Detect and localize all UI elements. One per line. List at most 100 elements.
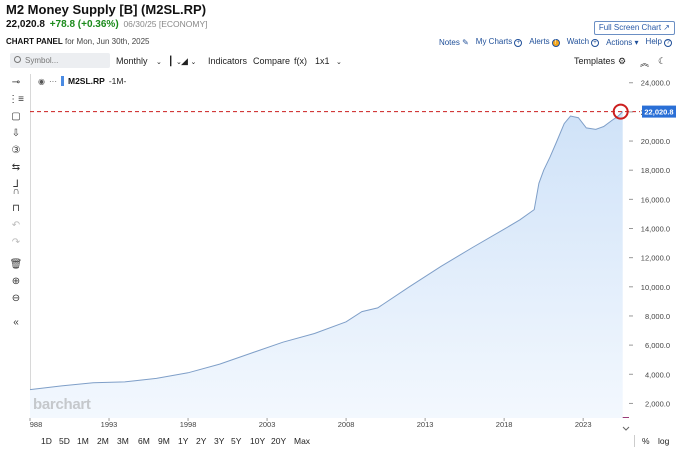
period-button-10y[interactable]: 10Y bbox=[250, 436, 266, 446]
x-tick-label: 988 bbox=[30, 420, 43, 429]
more-icon[interactable]: ··· bbox=[48, 76, 57, 86]
notes-link[interactable]: Notes ✎ bbox=[439, 38, 469, 47]
series-interval: -1M- bbox=[108, 76, 127, 86]
current-value-tag bbox=[642, 105, 676, 118]
collapse-icon[interactable]: ︽ bbox=[640, 58, 650, 68]
wave-tool-icon[interactable]: ③ bbox=[11, 145, 21, 156]
actions-label: Actions bbox=[606, 37, 633, 47]
zoom-in-icon[interactable]: ⊕ bbox=[11, 276, 21, 287]
period-button-2y[interactable]: 2Y bbox=[196, 436, 207, 446]
expand-icon: ↗ bbox=[663, 23, 670, 32]
magnet-icon[interactable]: ∩ bbox=[12, 186, 20, 197]
period-button-max[interactable]: Max bbox=[294, 436, 311, 446]
last-value-marker bbox=[612, 103, 629, 120]
period-button-3y[interactable]: 3Y bbox=[214, 436, 225, 446]
edit-icon: ✎ bbox=[462, 37, 469, 47]
full-screen-chart-button[interactable]: Full Screen Chart ↗ bbox=[593, 21, 675, 35]
period-button-6m[interactable]: 6M bbox=[138, 436, 150, 446]
area-type-select[interactable]: ◢ ⌄ bbox=[181, 56, 196, 67]
trash-icon[interactable]: 🗑 bbox=[9, 259, 23, 270]
y-tick-label: 14,000.0 bbox=[641, 225, 670, 234]
chevron-down-icon: ⌄ bbox=[190, 59, 197, 66]
interval-select[interactable]: Monthly ⌄ bbox=[116, 56, 162, 66]
interval-label: Monthly bbox=[116, 56, 148, 66]
x-tick-label: 2008 bbox=[338, 420, 355, 429]
alerts-label: Alerts bbox=[529, 37, 550, 46]
period-button-1d[interactable]: 1D bbox=[41, 436, 52, 446]
y-tick-label: 6,000.0 bbox=[645, 341, 670, 350]
lines-tool-icon[interactable]: ⋮≡ bbox=[8, 94, 24, 105]
period-bar: 1D 5D 1M 2M 3M 6M 9M 1Y 2Y 3Y 5Y 10Y 20Y Max% log bbox=[0, 432, 680, 450]
x-tick-label: 1998 bbox=[180, 420, 197, 429]
period-button-3m[interactable]: 3M bbox=[117, 436, 129, 446]
settings-gear-icon[interactable]: ⚙ bbox=[618, 56, 627, 66]
function-button[interactable]: f(x) bbox=[294, 56, 307, 66]
chevron-down-icon: ⌄ bbox=[175, 59, 182, 66]
period-button-1m[interactable]: 1M bbox=[77, 436, 89, 446]
search-icon bbox=[14, 56, 21, 63]
period-button-1y[interactable]: 1Y bbox=[178, 436, 189, 446]
current-value-label: 22,020.8 bbox=[644, 108, 673, 117]
alerts-link[interactable]: Alerts! bbox=[529, 37, 560, 47]
candle-icon: ┃ bbox=[168, 56, 174, 66]
period-button-20y[interactable]: 20Y bbox=[271, 436, 287, 446]
help-link[interactable]: Help? bbox=[646, 37, 672, 47]
templates-button[interactable]: Templates bbox=[574, 56, 616, 66]
eye-icon[interactable]: ◉ bbox=[38, 76, 45, 86]
watch-label: Watch bbox=[566, 37, 590, 46]
panel-line: CHART PANEL for Mon, Jun 30th, 2025 bbox=[6, 37, 149, 46]
indicators-button[interactable]: Indicators bbox=[208, 56, 248, 66]
help-icon: ? bbox=[664, 39, 672, 47]
my-charts-link[interactable]: My Charts + bbox=[475, 37, 523, 47]
crosshair-tool-icon[interactable]: ⊸ bbox=[11, 77, 21, 88]
notes-label: Notes bbox=[438, 37, 460, 47]
watch-link[interactable]: Watch + bbox=[566, 37, 600, 47]
y-tick-label: 4,000.0 bbox=[645, 370, 670, 379]
layout-label: 1x1 bbox=[315, 56, 330, 66]
period-button-2m[interactable]: 2M bbox=[97, 436, 109, 446]
my-charts-label: My Charts bbox=[475, 37, 513, 46]
collapse-toolbar-icon[interactable]: « bbox=[13, 317, 19, 328]
barchart-watermark: barchart bbox=[33, 396, 91, 413]
redo-icon[interactable]: ↷ bbox=[11, 237, 21, 248]
rectangle-tool-icon[interactable]: ▢ bbox=[11, 111, 21, 122]
x-tick-label: 2023 bbox=[575, 420, 592, 429]
chart-toolbar: Symbol... Monthly ⌄ ┃ ⌄ ◢ ⌄ Indicators C… bbox=[0, 51, 680, 72]
plus-icon: + bbox=[591, 39, 600, 47]
quote-line: 22,020.8 +78.8 (+0.36%) 06/30/25 [ECONOM… bbox=[6, 19, 208, 30]
layout-select[interactable]: 1x1 ⌄ bbox=[315, 56, 342, 66]
log-scale-button[interactable]: log bbox=[658, 436, 670, 446]
text-tool-icon[interactable]: ⅃ bbox=[13, 179, 19, 190]
series-name: M2SL.RP bbox=[67, 76, 105, 86]
full-screen-label: Full Screen Chart bbox=[598, 23, 662, 32]
series-line bbox=[29, 111, 624, 391]
lock-icon[interactable]: ⊓ bbox=[12, 203, 20, 214]
symbol-placeholder: Symbol... bbox=[25, 56, 59, 65]
symbol-search-input[interactable]: Symbol... bbox=[10, 53, 110, 68]
scale-divider bbox=[634, 435, 635, 447]
y-tick-label: 12,000.0 bbox=[641, 254, 670, 263]
price-change: +78.8 (+0.36%) bbox=[49, 19, 119, 30]
plus-icon: + bbox=[514, 39, 523, 47]
fib-tool-icon[interactable]: ⇆ bbox=[11, 162, 21, 173]
panel-label: CHART PANEL bbox=[6, 37, 63, 46]
period-button-5d[interactable]: 5D bbox=[59, 436, 70, 446]
zoom-out-icon[interactable]: ⊖ bbox=[11, 293, 21, 304]
undo-icon[interactable]: ↶ bbox=[11, 220, 21, 231]
period-button-5y[interactable]: 5Y bbox=[231, 436, 242, 446]
y-tick-label: 24,000.0 bbox=[641, 79, 670, 88]
percent-scale-button[interactable]: % bbox=[642, 436, 650, 446]
series-legend[interactable]: ◉ ··· M2SL.RP -1M- bbox=[38, 76, 126, 86]
period-button-9m[interactable]: 9M bbox=[158, 436, 170, 446]
bar-type-select[interactable]: ┃ ⌄ bbox=[168, 56, 182, 67]
x-axis-chevron-icon[interactable] bbox=[622, 426, 630, 431]
compare-button[interactable]: Compare bbox=[253, 56, 291, 66]
last-price: 22,020.8 bbox=[6, 19, 45, 30]
dark-mode-icon[interactable]: ☾ bbox=[658, 56, 667, 66]
actions-menu[interactable]: Actions ▾ bbox=[606, 38, 638, 47]
y-tick-label: 18,000.0 bbox=[641, 166, 670, 175]
x-tick-label: 2018 bbox=[496, 420, 513, 429]
arrow-tool-icon[interactable]: ⇩ bbox=[11, 128, 21, 139]
series-area bbox=[30, 111, 623, 418]
